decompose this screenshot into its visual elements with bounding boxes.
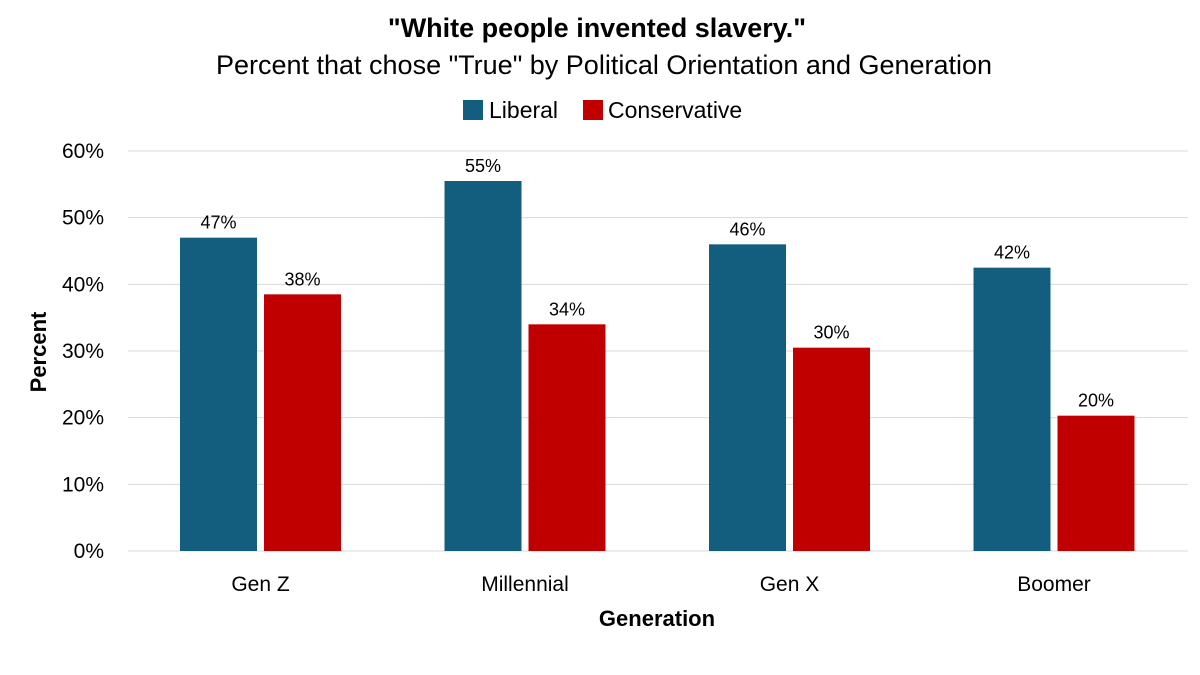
legend-swatch-conservative <box>583 100 603 120</box>
y-axis-ticks: 0% 10% 20% 30% 40% 50% 60% <box>62 140 104 563</box>
x-tick-label: Gen Z <box>231 573 290 596</box>
bar-conservative-boomer <box>1057 415 1135 551</box>
x-axis-ticks: Gen Z Millennial Gen X Boomer <box>231 573 1090 596</box>
data-label: 47% <box>200 213 236 233</box>
y-tick-label: 0% <box>74 540 104 563</box>
data-label: 20% <box>1078 391 1114 411</box>
bar-liberal-boomer <box>973 267 1051 551</box>
bar-liberal-gen-x <box>709 244 786 552</box>
y-tick-label: 50% <box>62 207 104 230</box>
y-axis-title: Percent <box>26 311 51 392</box>
legend-label-liberal: Liberal <box>489 97 558 123</box>
chart-title: "White people invented slavery." <box>388 13 806 43</box>
data-label: 55% <box>465 156 501 176</box>
data-label: 34% <box>549 299 585 319</box>
y-tick-label: 20% <box>62 407 104 430</box>
bar-conservative-gen-z <box>264 294 341 551</box>
y-tick-label: 10% <box>62 473 104 496</box>
data-labels: 47% 38% 55% 34% 46% 30% 42% 20% <box>200 156 1114 411</box>
chart-subtitle: Percent that chose "True" by Political O… <box>216 50 992 80</box>
data-label: 42% <box>994 243 1030 263</box>
bar-conservative-millennial <box>528 324 606 551</box>
x-tick-label: Millennial <box>481 573 569 596</box>
x-axis-title: Generation <box>599 606 715 631</box>
y-tick-label: 60% <box>62 140 104 163</box>
bar-conservative-gen-x <box>793 347 870 551</box>
y-tick-label: 40% <box>62 273 104 296</box>
x-tick-label: Boomer <box>1017 573 1091 596</box>
bar-liberal-gen-z <box>180 237 257 551</box>
data-label: 38% <box>284 269 320 289</box>
legend-label-conservative: Conservative <box>608 97 742 123</box>
y-tick-label: 30% <box>62 340 104 363</box>
data-label: 30% <box>813 323 849 343</box>
bars <box>180 181 1135 552</box>
data-label: 46% <box>729 219 765 239</box>
legend-swatch-liberal <box>463 100 483 120</box>
x-tick-label: Gen X <box>760 573 820 596</box>
bar-liberal-millennial <box>444 181 522 551</box>
legend: Liberal Conservative <box>463 97 742 123</box>
